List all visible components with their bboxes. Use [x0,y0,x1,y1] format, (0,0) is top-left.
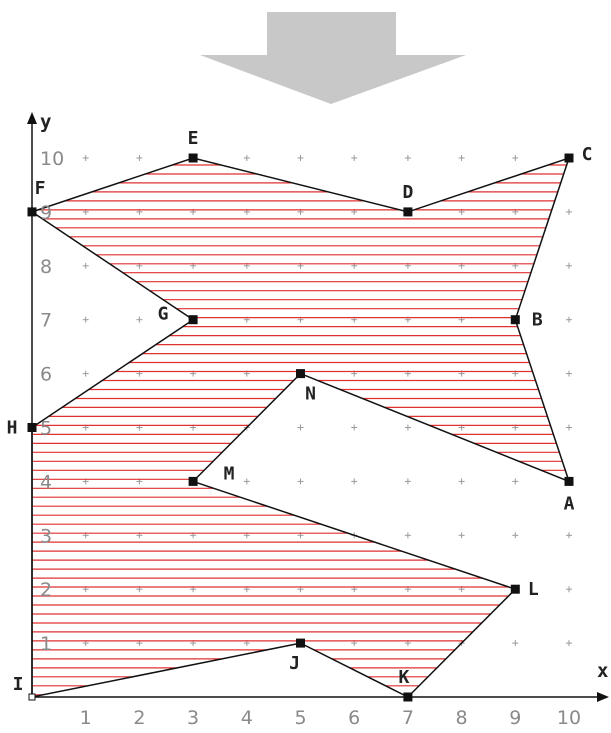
vertex-marker [564,153,574,163]
x-tick-label: 6 [348,707,360,729]
vertex-label: M [224,463,235,484]
grid-marker [243,478,250,485]
vertex-label: A [564,493,575,514]
vertex-marker [296,369,305,379]
grid-marker [404,155,411,161]
y-tick-label: 10 [40,148,64,170]
vertex-marker [510,315,520,325]
x-tick-label: 10 [557,707,581,729]
x-tick-label: 3 [187,707,199,729]
hatched-region [32,164,569,696]
y-tick-label: 7 [40,310,52,332]
x-tick-label: 7 [402,707,414,729]
vertex-label: D [402,182,413,203]
grid-marker [136,155,143,161]
y-tick-label: 6 [40,364,52,386]
vertex-marker [188,315,198,325]
grid-marker [351,155,358,161]
y-tick-label: 1 [40,633,52,655]
vertex-marker [188,476,198,486]
vertex-label: B [532,310,543,331]
grid-marker [458,155,465,161]
x-tick-label: 9 [509,707,521,729]
vertex-label: H [7,418,18,439]
down-arrow-icon [200,12,466,104]
grid-marker [297,424,304,431]
origin-marker [28,693,36,701]
y-tick-label: 8 [40,256,52,278]
vertex-marker [403,207,413,217]
y-axis-name: y [40,111,51,133]
grid-marker [82,262,89,269]
x-axis-arrow-icon [597,692,609,702]
grid-marker [351,424,358,431]
vertex-marker [296,638,305,648]
grid-marker [512,155,519,161]
vertex-marker [188,153,198,163]
grid-marker [351,478,358,485]
grid-marker [566,586,572,593]
y-tick-label: 3 [40,525,52,547]
grid-marker [404,424,411,431]
vertex-label: L [528,579,539,600]
grid-marker [458,532,465,539]
grid-plus-markers [82,155,572,647]
grid-marker [82,316,89,323]
y-tick-label: 5 [40,418,52,440]
x-tick-label: 1 [80,707,92,729]
grid-marker [512,478,519,485]
grid-marker [512,640,519,647]
grid-marker [566,316,572,323]
grid-marker [136,316,143,323]
grid-marker [566,208,572,215]
vertex-marker [564,476,574,486]
grid-marker [243,155,250,161]
grid-marker [566,640,572,647]
vertex-marker [510,584,520,594]
y-tick-label: 4 [40,471,52,493]
grid-marker [82,155,89,161]
x-axis-name: x [597,660,608,682]
x-tick-label: 2 [133,707,145,729]
y-tick-label: 9 [40,202,52,224]
vertices: A B C D E F G H I J K L M N [7,128,593,702]
vertex-label: F [35,178,46,199]
x-tick-label: 5 [294,707,306,729]
vertex-label: K [398,667,409,688]
grid-marker [566,424,572,431]
grid-marker [458,478,465,485]
x-tick-label: 4 [241,707,253,729]
grid-marker [404,532,411,539]
grid-marker [566,532,572,539]
vertex-label: G [158,304,169,325]
vertex-label: C [582,144,593,165]
vertex-label: N [305,384,316,405]
grid-marker [566,370,572,377]
vertex-label: I [13,674,24,695]
tick-labels: 1 2 3 4 5 6 7 8 9 10 1 2 3 4 5 6 7 8 9 10 [40,148,581,729]
y-tick-label: 2 [40,579,52,601]
y-axis-arrow-icon [27,112,37,124]
grid-marker [512,532,519,539]
grid-marker [404,478,411,485]
vertex-label: E [188,128,199,149]
vertex-label: J [289,653,300,674]
grid-marker [297,155,304,161]
grid-marker [566,262,572,269]
vertex-marker [27,423,37,432]
grid-marker [297,478,304,485]
vertex-marker [403,692,413,702]
x-tick-label: 8 [456,707,468,729]
grid-marker [82,370,89,377]
vertex-marker [27,207,37,217]
